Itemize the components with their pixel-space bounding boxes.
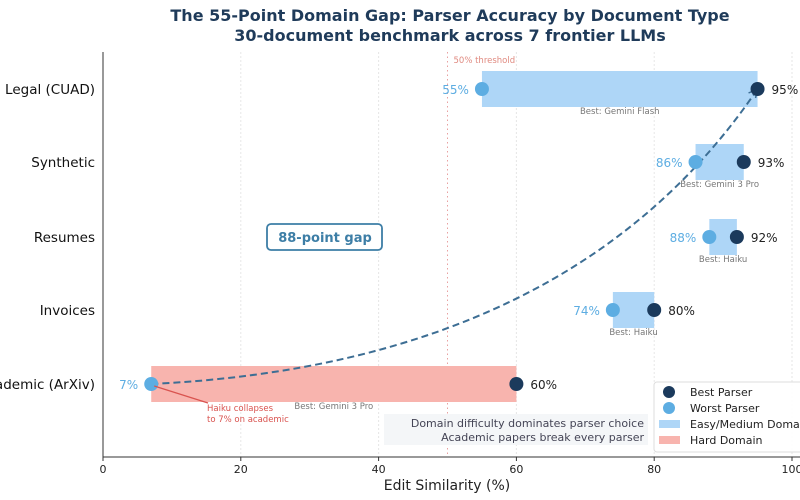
legend-hard-swatch	[659, 436, 680, 444]
footnote-line: Academic papers break every parser	[441, 431, 644, 444]
worst-parser-point	[605, 303, 620, 317]
x-tick-label: 40	[372, 463, 386, 476]
worst-value-label: 55%	[442, 83, 469, 97]
x-tick-label: 20	[234, 463, 248, 476]
annotation-text: Haiku collapses	[207, 404, 274, 414]
chart-title: The 55-Point Domain Gap: Parser Accuracy…	[170, 6, 729, 25]
gap-label: 88-point gap	[278, 231, 372, 246]
best-parser-point	[750, 82, 765, 96]
footnote-box	[384, 414, 648, 445]
best-parser-point	[736, 155, 751, 169]
y-tick-label: Invoices	[40, 303, 95, 319]
easy-domain-bar	[481, 71, 758, 107]
x-tick-label: 80	[647, 463, 661, 476]
best-model-label: Best: Gemini Flash	[580, 107, 660, 117]
legend-entry: Easy/Medium Domain	[690, 418, 800, 431]
legend-easy-swatch	[659, 420, 680, 428]
best-model-label: Best: Haiku	[699, 255, 747, 265]
y-tick-label: Academic (ArXiv)	[0, 377, 95, 393]
worst-value-label: 88%	[670, 231, 697, 245]
gap-curve	[151, 88, 759, 385]
worst-parser-point	[688, 155, 703, 169]
best-model-label: Best: Gemini 3 Pro	[294, 402, 373, 412]
hard-domain-bar	[151, 366, 517, 402]
x-tick-label: 0	[100, 463, 107, 476]
x-tick-label: 60	[509, 463, 523, 476]
best-parser-point	[729, 230, 744, 244]
y-tick-label: Resumes	[34, 230, 95, 246]
easy-domain-bar	[695, 144, 744, 180]
best-value-label: 92%	[751, 231, 778, 245]
best-parser-point	[647, 303, 662, 317]
best-value-label: 95%	[772, 83, 799, 97]
best-value-label: 60%	[530, 378, 557, 392]
threshold-label: 50% threshold	[454, 56, 516, 66]
y-tick-label: Synthetic	[31, 155, 95, 171]
x-tick-label: 100	[782, 463, 800, 476]
best-model-label: Best: Haiku	[609, 328, 657, 338]
worst-parser-point	[144, 377, 159, 391]
legend-entry: Worst Parser	[690, 402, 760, 415]
worst-value-label: 86%	[656, 156, 683, 170]
x-axis-label: Edit Similarity (%)	[384, 478, 510, 494]
worst-value-label: 7%	[119, 378, 138, 392]
best-value-label: 93%	[758, 156, 785, 170]
worst-parser-point	[702, 230, 717, 244]
worst-value-label: 74%	[573, 304, 600, 318]
legend-entry: Hard Domain	[690, 434, 763, 447]
gap-label-box	[266, 223, 383, 251]
chart-subtitle: 30-document benchmark across 7 frontier …	[234, 26, 666, 45]
best-value-label: 80%	[668, 304, 695, 318]
legend-best-marker	[663, 386, 675, 398]
footnote-line: Domain difficulty dominates parser choic…	[411, 417, 644, 430]
y-tick-label: Legal (CUAD)	[5, 82, 95, 98]
legend-worst-marker	[663, 402, 675, 414]
annotation-line	[154, 385, 209, 404]
best-parser-point	[509, 377, 524, 391]
worst-parser-point	[474, 82, 489, 96]
best-model-label: Best: Gemini 3 Pro	[680, 180, 759, 190]
legend-box	[653, 381, 800, 453]
legend-entry: Best Parser	[690, 386, 753, 399]
annotation-text: to 7% on academic	[207, 415, 289, 425]
